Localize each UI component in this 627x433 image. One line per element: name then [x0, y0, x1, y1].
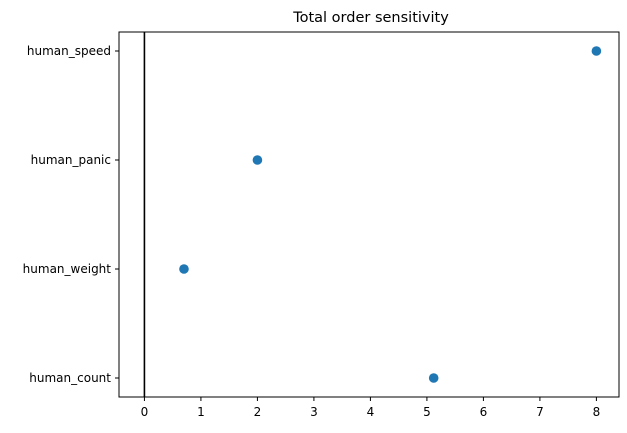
x-tick-label-8: 8	[593, 405, 601, 419]
x-tick-label-4: 4	[367, 405, 375, 419]
x-tick-label-2: 2	[254, 405, 262, 419]
data-point-human_panic	[252, 155, 263, 165]
x-tick-label-1: 1	[197, 405, 205, 419]
y-tick-label-human_weight: human_weight	[23, 262, 112, 276]
data-point-human_count	[428, 373, 439, 383]
y-tick-label-human_speed: human_speed	[27, 44, 111, 58]
y-tick-label-human_panic: human_panic	[31, 153, 111, 167]
data-point-human_weight	[179, 264, 189, 274]
x-tick-label-3: 3	[310, 405, 318, 419]
y-tick-label-human_count: human_count	[29, 371, 111, 385]
x-tick-label-0: 0	[141, 405, 149, 419]
data-point-human_speed	[591, 46, 602, 56]
x-tick-label-5: 5	[423, 405, 431, 419]
x-tick-label-7: 7	[536, 405, 544, 419]
chart-title: Total order sensitivity	[292, 10, 449, 26]
plot-frame	[118, 31, 620, 398]
x-tick-label-6: 6	[480, 405, 488, 419]
